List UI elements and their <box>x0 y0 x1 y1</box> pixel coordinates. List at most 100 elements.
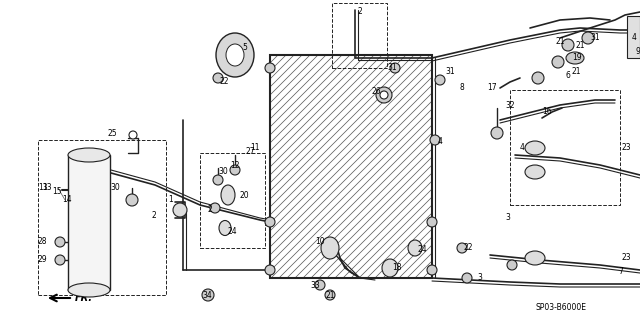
Bar <box>332 3 387 68</box>
Text: 13: 13 <box>38 183 47 192</box>
Text: 2: 2 <box>152 211 157 219</box>
Bar <box>510 90 620 205</box>
Text: 25: 25 <box>108 129 118 137</box>
Circle shape <box>427 217 437 227</box>
Circle shape <box>427 265 437 275</box>
Text: 23: 23 <box>622 144 632 152</box>
Text: 21: 21 <box>555 38 564 47</box>
Bar <box>270 55 432 278</box>
Circle shape <box>55 255 65 265</box>
Ellipse shape <box>382 259 398 277</box>
Text: 9: 9 <box>636 48 640 56</box>
Text: 31: 31 <box>590 33 600 42</box>
Circle shape <box>173 203 187 217</box>
Ellipse shape <box>226 44 244 66</box>
Circle shape <box>491 127 503 139</box>
Text: 32: 32 <box>505 100 515 109</box>
Text: 13: 13 <box>42 183 52 192</box>
Text: 11: 11 <box>250 144 259 152</box>
Text: 2: 2 <box>357 8 362 17</box>
Text: 26: 26 <box>372 87 381 97</box>
Text: 21: 21 <box>575 41 584 49</box>
Text: 19: 19 <box>572 54 582 63</box>
Circle shape <box>462 273 472 283</box>
Text: 27: 27 <box>245 147 255 157</box>
Circle shape <box>126 194 138 206</box>
Ellipse shape <box>525 165 545 179</box>
Circle shape <box>457 243 467 253</box>
Ellipse shape <box>219 220 231 235</box>
Text: 31: 31 <box>445 68 454 77</box>
Text: 29: 29 <box>38 256 47 264</box>
Text: SP03-B6000E: SP03-B6000E <box>535 303 586 313</box>
Text: 15: 15 <box>52 188 61 197</box>
Text: 2: 2 <box>208 205 212 214</box>
Circle shape <box>210 203 220 213</box>
Text: 33: 33 <box>310 280 320 290</box>
Ellipse shape <box>221 185 235 205</box>
Text: 6: 6 <box>565 70 570 79</box>
Text: 4: 4 <box>520 144 525 152</box>
Text: 8: 8 <box>460 84 465 93</box>
Ellipse shape <box>525 141 545 155</box>
Text: 5: 5 <box>242 43 247 53</box>
Circle shape <box>230 165 240 175</box>
Circle shape <box>562 39 574 51</box>
Text: 22: 22 <box>220 78 230 86</box>
Ellipse shape <box>216 33 254 77</box>
Text: 24: 24 <box>418 246 428 255</box>
Text: 7: 7 <box>618 268 623 277</box>
Text: 31: 31 <box>387 63 397 72</box>
Text: 10: 10 <box>315 238 324 247</box>
Circle shape <box>376 87 392 103</box>
Bar <box>68 155 110 290</box>
Text: 22: 22 <box>463 243 472 253</box>
Circle shape <box>213 73 223 83</box>
Circle shape <box>435 75 445 85</box>
Text: 3: 3 <box>505 213 510 222</box>
Text: FR.: FR. <box>75 293 93 303</box>
Text: 30: 30 <box>218 167 228 176</box>
Circle shape <box>265 217 275 227</box>
Text: 14: 14 <box>62 196 72 204</box>
Text: 3: 3 <box>477 273 482 283</box>
Circle shape <box>582 32 594 44</box>
Text: 30: 30 <box>110 183 120 192</box>
Circle shape <box>507 260 517 270</box>
Text: 24: 24 <box>228 227 237 236</box>
Circle shape <box>380 91 388 99</box>
Text: 4: 4 <box>438 137 443 146</box>
Circle shape <box>315 280 325 290</box>
Circle shape <box>55 237 65 247</box>
Ellipse shape <box>566 52 584 64</box>
Circle shape <box>552 56 564 68</box>
Bar <box>200 153 265 248</box>
Ellipse shape <box>68 283 110 297</box>
Bar <box>38 140 166 295</box>
Text: 18: 18 <box>392 263 401 272</box>
Text: 23: 23 <box>622 254 632 263</box>
Ellipse shape <box>408 240 422 256</box>
Circle shape <box>390 63 400 73</box>
Text: 21: 21 <box>325 291 335 300</box>
Circle shape <box>532 72 544 84</box>
Text: 21: 21 <box>572 68 582 77</box>
Circle shape <box>202 289 214 301</box>
Bar <box>270 55 432 278</box>
Text: 12: 12 <box>230 160 239 169</box>
Ellipse shape <box>68 148 110 162</box>
Bar <box>627 16 640 58</box>
Text: 34: 34 <box>202 291 212 300</box>
Circle shape <box>325 290 335 300</box>
Circle shape <box>265 63 275 73</box>
Ellipse shape <box>525 251 545 265</box>
Text: 17: 17 <box>487 84 497 93</box>
Circle shape <box>129 131 137 139</box>
Circle shape <box>430 135 440 145</box>
Ellipse shape <box>321 237 339 259</box>
Text: 20: 20 <box>240 190 250 199</box>
Text: 16: 16 <box>542 108 552 116</box>
Circle shape <box>213 175 223 185</box>
Circle shape <box>265 265 275 275</box>
Text: 1: 1 <box>168 196 173 204</box>
